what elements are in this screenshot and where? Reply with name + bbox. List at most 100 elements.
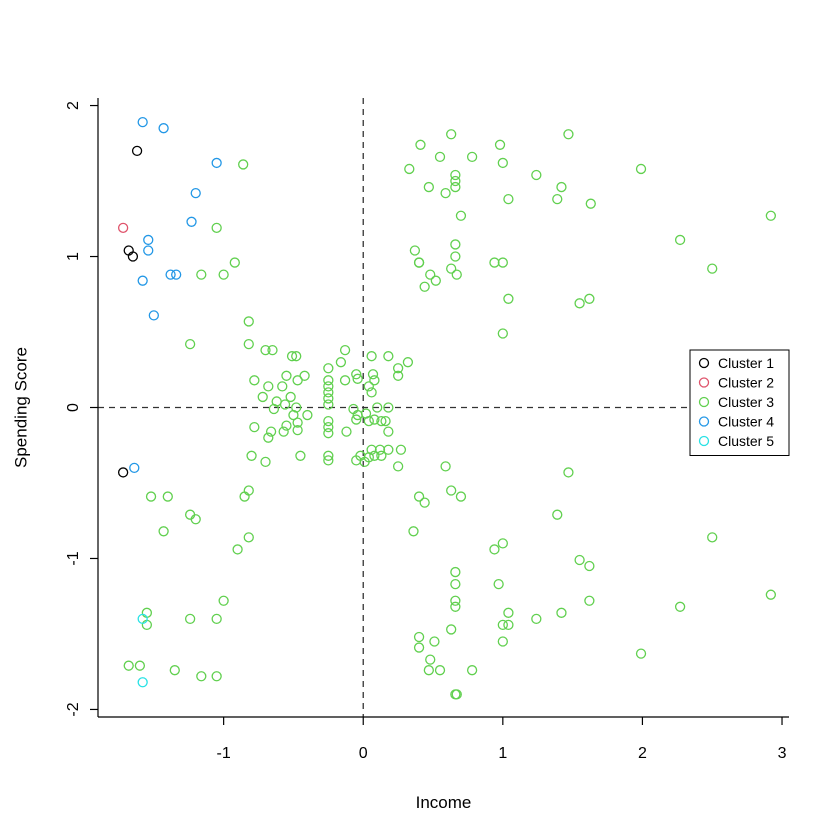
data-point [425,654,436,665]
y-tick-label: 0 [65,403,82,412]
data-point [574,298,585,309]
data-point [137,117,148,128]
data-point [380,415,391,427]
data-point [556,181,567,193]
x-axis-title: Income [416,793,472,812]
data-point [413,491,425,502]
data-point [455,491,467,502]
data-point [143,234,154,246]
data-point [243,338,254,350]
data-point [323,428,334,439]
series-2 [117,222,129,233]
x-tick-label: 1 [498,745,507,762]
legend-label: Cluster 4 [718,414,774,430]
data-point [246,450,257,461]
data-point [295,450,306,461]
data-point [423,181,434,193]
data-point [765,210,777,221]
data-point [281,420,292,431]
data-point [123,660,134,671]
series-3 [123,129,777,700]
data-point [263,381,274,392]
data-point [158,526,169,537]
data-point [450,239,461,250]
legend-label: Cluster 5 [718,433,774,449]
x-tick-label: 2 [638,745,647,762]
data-point [169,665,180,676]
x-tick-label: -1 [217,745,231,762]
data-point [286,351,298,362]
data-point [148,310,159,321]
data-point [404,163,415,175]
data-point [281,370,292,381]
data-point [635,648,647,659]
data-point [674,234,686,246]
data-point [585,198,596,209]
data-point [323,387,334,398]
data-point [117,467,129,478]
y-tick-label: 2 [65,101,82,110]
data-point [288,409,299,421]
data-point [278,426,289,437]
data-point [489,544,500,555]
data-point [450,181,461,193]
data-point [765,589,777,600]
data-point [446,263,457,274]
data-point [196,269,207,280]
series-4 [129,117,222,474]
data-point [497,257,508,268]
data-point [434,151,446,163]
data-point [265,426,277,437]
reference-lines [98,98,789,717]
data-point [450,595,461,606]
data-point [302,409,313,421]
data-point [323,455,334,466]
data-point [497,619,508,631]
data-point [249,421,260,433]
data-point [383,402,394,413]
data-point [446,129,457,140]
data-point [413,257,425,268]
data-point [369,375,380,386]
data-point [369,414,380,425]
data-point [211,671,222,682]
data-point [466,151,478,163]
data-point [292,375,303,386]
data-point [127,251,139,262]
data-point [372,402,383,413]
data-point [323,450,334,461]
data-point [184,613,196,625]
data-point [171,269,182,280]
data-point [383,351,394,362]
data-point [260,456,271,468]
data-point [341,426,352,437]
data-point [392,370,404,381]
data-point [292,424,303,436]
data-point [383,426,394,437]
data-point [243,532,254,543]
data-point [707,532,718,543]
data-point [366,351,377,362]
data-point [450,601,461,612]
data-point [430,275,441,286]
data-point [574,554,585,566]
data-point [268,403,280,415]
data-point [635,163,647,175]
data-point [211,222,222,233]
data-point [323,421,334,433]
data-point [408,526,419,537]
data-points [117,117,777,700]
data-point [229,257,240,268]
data-point [440,461,451,472]
data-point [352,373,363,384]
data-point [323,381,334,392]
data-point [531,613,542,625]
data-point [137,275,148,286]
data-point [158,123,169,134]
data-point [117,222,129,233]
data-point [440,187,451,199]
legend-box [689,349,790,456]
data-point [489,257,500,268]
data-point [339,375,351,386]
data-point [190,514,201,525]
